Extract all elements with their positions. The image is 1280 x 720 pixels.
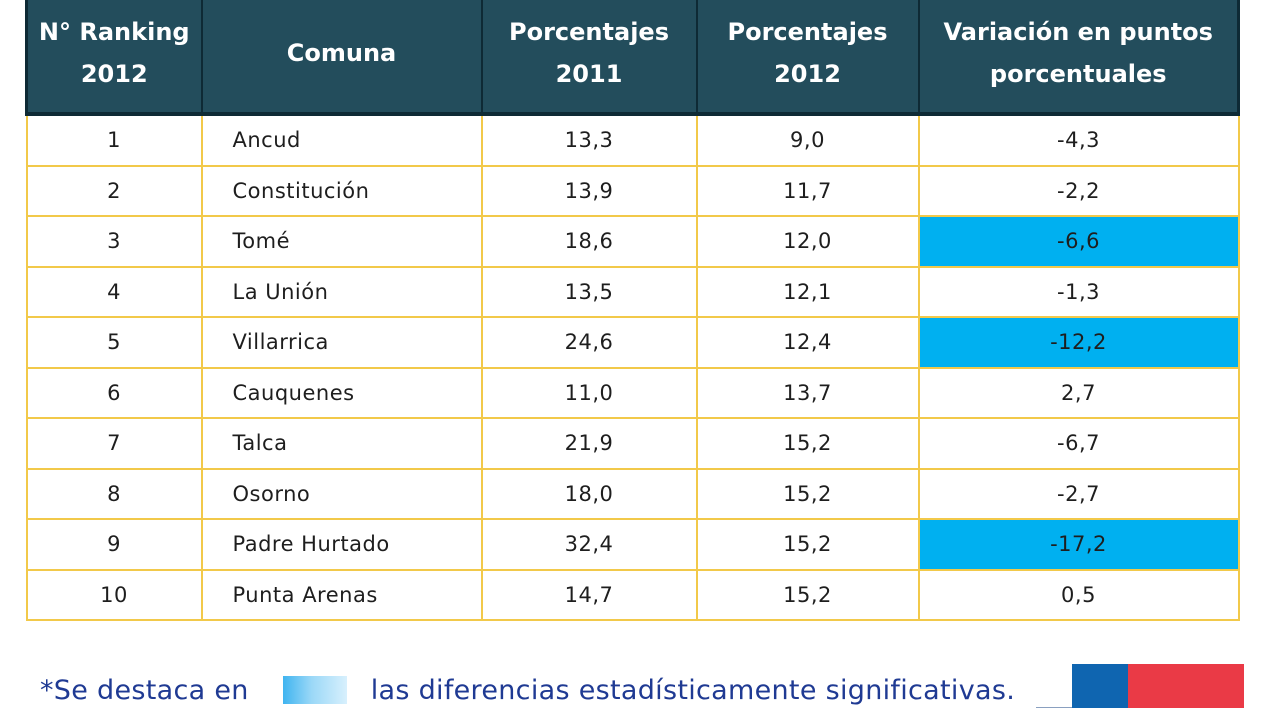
- cell-rank: 10: [25, 568, 203, 621]
- table-row: 9 Padre Hurtado 32,4 15,2 -17,2: [25, 518, 1240, 571]
- cell-porcentaje-2011: 11,0: [480, 366, 698, 419]
- cell-porcentaje-2012: 15,2: [695, 568, 920, 621]
- table-row: 3 Tomé 18,6 12,0 -6,6: [25, 215, 1240, 268]
- cell-comuna: Constitución: [200, 164, 483, 217]
- footnote-suffix: las diferencias estadísticamente signifi…: [370, 674, 1016, 706]
- table-row: 6 Cauquenes 11,0 13,7 2,7: [25, 366, 1240, 419]
- cell-variacion: -17,2: [917, 518, 1240, 571]
- cell-comuna: Tomé: [200, 215, 483, 268]
- cell-rank: 1: [25, 113, 203, 167]
- cell-variacion: -6,6: [917, 215, 1240, 268]
- header-comuna: Comuna: [200, 0, 483, 116]
- flag-logo: [1072, 664, 1244, 708]
- header-porcentajes-2012: Porcentajes 2012: [695, 0, 920, 116]
- cell-rank: 3: [25, 215, 203, 268]
- cell-variacion: 0,5: [917, 568, 1240, 621]
- highlight-swatch: [282, 676, 347, 704]
- cell-porcentaje-2011: 21,9: [480, 417, 698, 470]
- cell-comuna: Punta Arenas: [200, 568, 483, 621]
- cell-rank: 9: [25, 518, 203, 571]
- flag-red-block: [1128, 664, 1244, 708]
- cell-porcentaje-2012: 12,0: [695, 215, 920, 268]
- cell-porcentaje-2012: 12,1: [695, 265, 920, 318]
- cell-comuna: Ancud: [200, 113, 483, 167]
- cell-porcentaje-2012: 15,2: [695, 417, 920, 470]
- table-row: 1 Ancud 13,3 9,0 -4,3: [25, 113, 1240, 167]
- cell-porcentaje-2011: 24,6: [480, 316, 698, 369]
- cell-rank: 6: [25, 366, 203, 419]
- cell-rank: 4: [25, 265, 203, 318]
- cell-porcentaje-2012: 11,7: [695, 164, 920, 217]
- cell-comuna: Padre Hurtado: [200, 518, 483, 571]
- cell-porcentaje-2012: 13,7: [695, 366, 920, 419]
- cell-comuna: La Unión: [200, 265, 483, 318]
- table-body: 1 Ancud 13,3 9,0 -4,3 2 Constitución 13,9 11,7 -2…: [25, 113, 1240, 621]
- table-row: 2 Constitución 13,9 11,7 -2,2: [25, 164, 1240, 217]
- footnote: *Se destaca en las diferencias estadísti…: [40, 670, 1015, 710]
- cell-variacion: -12,2: [917, 316, 1240, 369]
- table-row: 5 Villarrica 24,6 12,4 -12,2: [25, 316, 1240, 369]
- cell-porcentaje-2012: 15,2: [695, 467, 920, 520]
- cell-comuna: Villarrica: [200, 316, 483, 369]
- cell-rank: 5: [25, 316, 203, 369]
- cell-porcentaje-2011: 32,4: [480, 518, 698, 571]
- cell-porcentaje-2011: 13,3: [480, 113, 698, 167]
- cell-porcentaje-2011: 18,6: [480, 215, 698, 268]
- cell-variacion: -6,7: [917, 417, 1240, 470]
- cell-variacion: -1,3: [917, 265, 1240, 318]
- cell-porcentaje-2012: 15,2: [695, 518, 920, 571]
- cell-porcentaje-2011: 13,9: [480, 164, 698, 217]
- cell-rank: 2: [25, 164, 203, 217]
- table-row: 10 Punta Arenas 14,7 15,2 0,5: [25, 568, 1240, 621]
- cell-porcentaje-2012: 9,0: [695, 113, 920, 167]
- cell-rank: 7: [25, 417, 203, 470]
- cell-porcentaje-2011: 18,0: [480, 467, 698, 520]
- cell-porcentaje-2011: 13,5: [480, 265, 698, 318]
- footnote-prefix: *Se destaca en: [40, 674, 249, 706]
- cell-comuna: Talca: [200, 417, 483, 470]
- cell-comuna: Cauquenes: [200, 366, 483, 419]
- table-row: 4 La Unión 13,5 12,1 -1,3: [25, 265, 1240, 318]
- cell-variacion: -2,2: [917, 164, 1240, 217]
- cell-comuna: Osorno: [200, 467, 483, 520]
- cell-variacion: -4,3: [917, 113, 1240, 167]
- cell-variacion: -2,7: [917, 467, 1240, 520]
- ranking-table: N° Ranking 2012 Comuna Porcentajes 2011 …: [25, 0, 1240, 621]
- table-header-row: N° Ranking 2012 Comuna Porcentajes 2011 …: [25, 0, 1240, 116]
- cell-porcentaje-2012: 12,4: [695, 316, 920, 369]
- cell-rank: 8: [25, 467, 203, 520]
- header-porcentajes-2011: Porcentajes 2011: [480, 0, 698, 116]
- header-ranking: N° Ranking 2012: [25, 0, 203, 116]
- header-variacion: Variación en puntos porcentuales: [917, 0, 1240, 116]
- cell-porcentaje-2011: 14,7: [480, 568, 698, 621]
- table-row: 8 Osorno 18,0 15,2 -2,7: [25, 467, 1240, 520]
- cell-variacion: 2,7: [917, 366, 1240, 419]
- flag-blue-block: [1072, 664, 1128, 708]
- table-row: 7 Talca 21,9 15,2 -6,7: [25, 417, 1240, 470]
